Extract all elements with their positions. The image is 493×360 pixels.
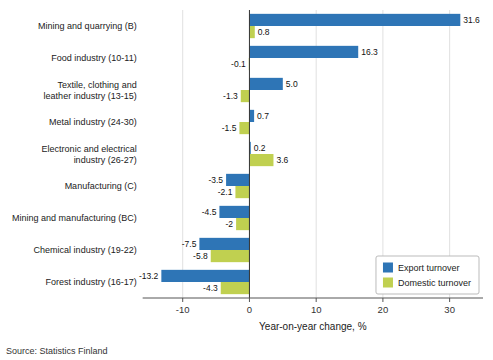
bar [199,238,249,250]
grid-line [249,10,250,298]
y-axis: Mining and quarrying (B) Food industry (1… [12,21,137,287]
data-label: -2.1 [218,187,233,197]
category-label-line: Manufacturing (C) [65,181,137,191]
bar [221,282,250,294]
category-label: Metal industry (24-30) [49,117,137,127]
data-label: -0.1 [231,59,246,69]
data-label: -1.3 [223,91,238,101]
category-label-line: Mining and manufacturing (BC) [12,213,137,223]
bar [239,122,249,134]
x-axis: -10 0 10 20 30 [143,298,483,315]
data-label: 5.0 [286,79,298,89]
category-label: Mining and manufacturing (BC) [12,213,137,223]
data-label: 3.6 [276,155,288,165]
data-label: 0.2 [254,143,266,153]
category-label-line: Chemical industry (19-22) [34,245,137,255]
bar [235,186,249,198]
category-label: Textile, clothing andleather industry (1… [44,80,137,101]
x-axis-line [143,298,483,299]
bar [226,174,249,186]
tick-mark [316,298,317,302]
data-label: -5.8 [193,251,208,261]
bar [249,26,254,38]
data-label: 31.6 [463,15,480,25]
tick-mark [449,298,450,302]
category-label-line: Textile, clothing and [58,80,137,90]
category-label: Mining and quarrying (B) [38,21,137,31]
bar [249,110,254,122]
category-label-line: industry (26-27) [74,155,137,165]
data-label: 0.7 [257,111,269,121]
data-label: -3.5 [208,175,223,185]
bar [249,46,358,58]
category-label: Electronic and electricalindustry (26-27… [42,144,137,165]
bar [161,270,249,282]
category-label-line: Food industry (10-11) [51,53,136,63]
category-label: Food industry (10-11) [51,53,136,63]
chart: -10 0 10 20 30 Year-on-year change, % Mining a… [0,0,493,360]
grid-line [182,10,183,298]
tick-label: 0 [247,304,252,315]
data-label: -4.3 [203,283,218,293]
bar [236,218,249,230]
tick-label: -10 [176,304,190,315]
legend-label: Export turnover [398,263,460,273]
tick-label: 10 [311,304,322,315]
tick-mark [182,298,183,302]
grid [183,10,450,298]
legend-swatch [383,263,393,273]
data-label: 16.3 [361,47,378,57]
bar [249,154,273,166]
category-label: Forest industry (16-17) [46,277,137,287]
series-bars [161,14,460,282]
category-label: Chemical industry (19-22) [34,245,137,255]
legend-label: Domestic turnover [398,278,471,288]
category-label-line: leather industry (13-15) [44,91,137,101]
bar [219,206,249,218]
category-label-line: Electronic and electrical [42,144,137,154]
legend-swatch [383,278,393,288]
data-label: -1.5 [222,123,237,133]
bars [161,14,460,294]
grid-line [449,10,450,298]
legend: Export turnover Domestic turnover [376,256,479,294]
bar [211,250,250,262]
legend-box [376,256,479,294]
page: {"chart_data": {"type": "bar", "orientat… [0,0,493,360]
bar [249,14,460,26]
tick-mark [249,298,250,302]
bar [249,78,282,90]
category-label-line: Mining and quarrying (B) [38,21,137,31]
data-label: -13.2 [139,271,159,281]
source-note: Source: Statistics Finland [6,346,108,356]
tick-label: 20 [378,304,389,315]
x-axis-label: Year-on-year change, % [259,321,367,332]
data-label: 0.8 [258,27,270,37]
data-label: -4.5 [202,207,217,217]
tick-label: 30 [444,304,455,315]
data-label: -2 [226,219,234,229]
bar [241,90,250,102]
category-label-line: Forest industry (16-17) [46,277,137,287]
series-bars [211,26,274,294]
category-label: Manufacturing (C) [65,181,137,191]
data-labels: 31.6 16.3 5.0 0.7 0.2 -3.5 -4.5 -7.5 -13.2 0.8 -0.… [139,15,480,293]
tick-mark [382,298,383,302]
grid-line [382,10,383,298]
data-label: -7.5 [182,239,197,249]
zero-line [249,10,250,298]
category-label-line: Metal industry (24-30) [49,117,137,127]
